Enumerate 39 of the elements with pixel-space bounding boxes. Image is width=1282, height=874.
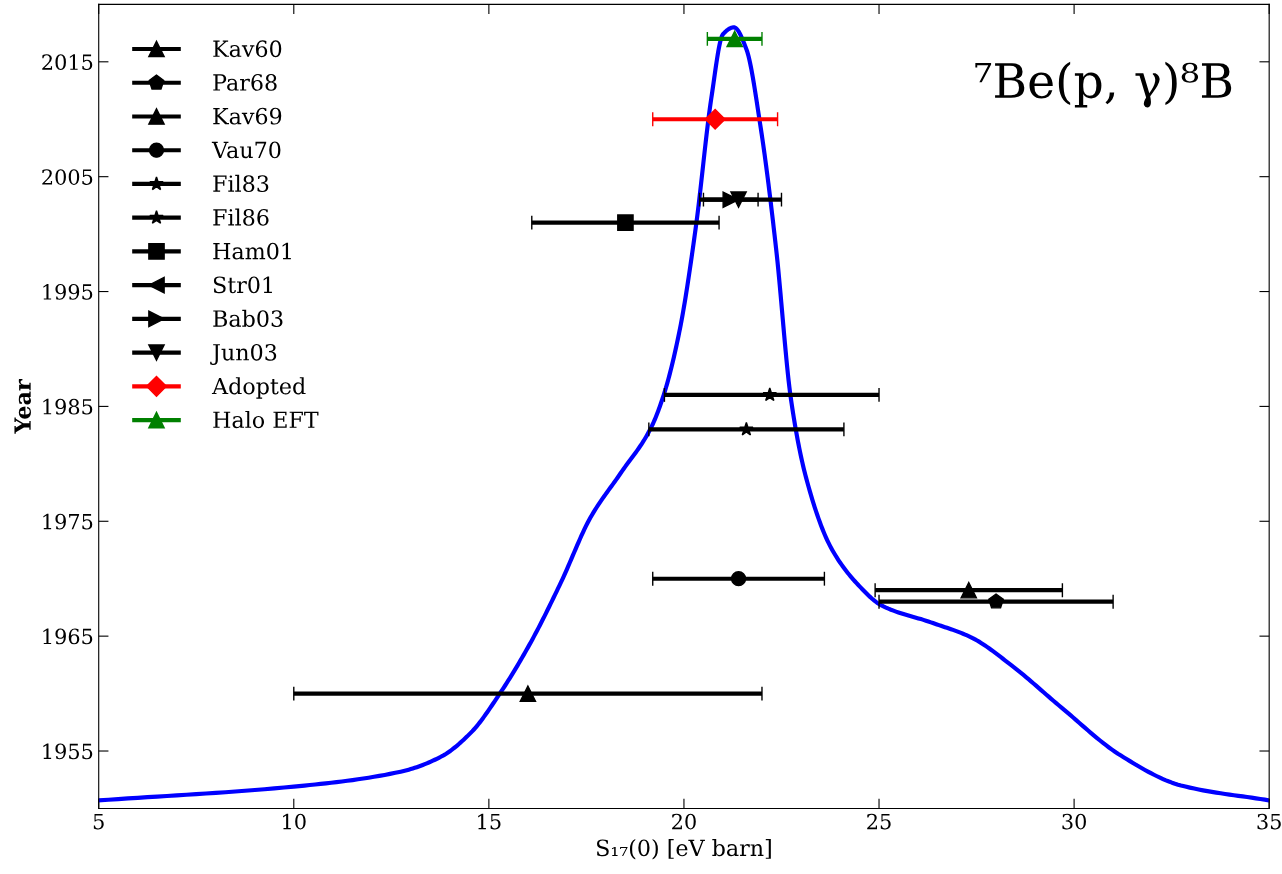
point — [617, 214, 634, 231]
legend-label: Fil86 — [213, 208, 269, 226]
x-tick-label: 15 — [478, 813, 501, 830]
point — [726, 30, 744, 48]
x-tick-label: 35 — [1257, 813, 1281, 830]
y-tick-label: 1985 — [43, 398, 93, 415]
legend-label: Kav60 — [213, 40, 282, 58]
point — [730, 571, 747, 587]
x-tick-label: 20 — [672, 813, 696, 830]
point — [730, 191, 747, 208]
x-tick-label: 25 — [867, 813, 891, 830]
legend-label: Bab03 — [213, 309, 283, 327]
x-axis-title: S₁₇(0) [eV barn] — [597, 839, 771, 860]
legend-label: Vau70 — [211, 141, 281, 159]
point — [960, 581, 978, 599]
y-axis-title: Year — [14, 379, 31, 434]
legend-label: Halo EFT — [213, 410, 319, 429]
point — [988, 593, 1005, 609]
annotation: ⁷Be(p, γ)⁸B — [975, 61, 1232, 108]
point — [739, 421, 754, 436]
legend-label: Fil83 — [213, 174, 269, 193]
y-tick-label: 2005 — [42, 169, 93, 185]
point — [519, 685, 537, 702]
legend-label: Par68 — [213, 74, 277, 91]
x-tick-label: 10 — [283, 813, 306, 830]
y-tick-label: 1975 — [43, 513, 93, 530]
legend-label: Ham01 — [213, 242, 291, 260]
legend-label: Str01 — [213, 276, 272, 294]
y-tick-label: 1995 — [43, 283, 93, 300]
point — [762, 387, 778, 402]
y-tick-label: 2015 — [42, 54, 93, 71]
point — [704, 108, 726, 130]
legend-label: Adopted — [211, 377, 306, 399]
legend-label: Kav69 — [213, 107, 282, 125]
y-tick-label: 1965 — [43, 628, 93, 645]
x-tick-label: 5 — [93, 813, 104, 830]
x-tick-label: 30 — [1062, 813, 1086, 830]
legend-label: Jun03 — [210, 343, 277, 365]
y-tick-label: 1955 — [43, 743, 93, 760]
